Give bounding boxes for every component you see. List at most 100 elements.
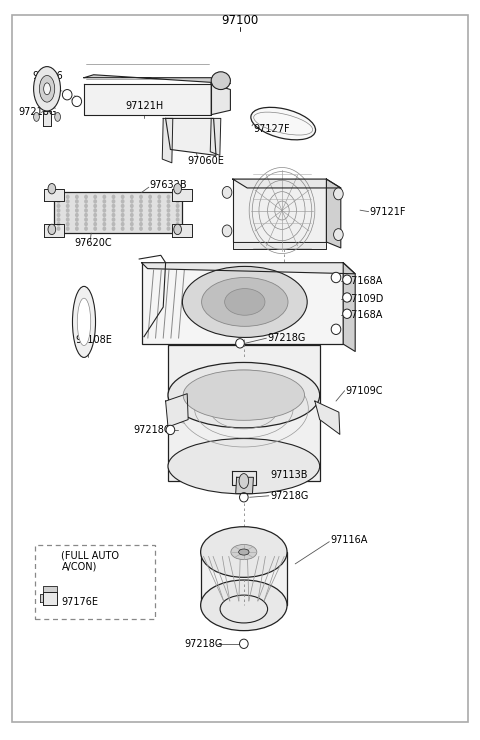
- Ellipse shape: [167, 218, 170, 222]
- Ellipse shape: [148, 208, 152, 212]
- Text: 97100: 97100: [221, 14, 259, 27]
- Ellipse shape: [201, 527, 287, 577]
- Ellipse shape: [57, 204, 60, 208]
- Polygon shape: [172, 189, 192, 201]
- Ellipse shape: [130, 195, 134, 199]
- Ellipse shape: [34, 112, 39, 121]
- Ellipse shape: [93, 218, 97, 222]
- Ellipse shape: [176, 195, 180, 199]
- Ellipse shape: [66, 199, 70, 204]
- Ellipse shape: [93, 195, 97, 199]
- Ellipse shape: [57, 218, 60, 222]
- Ellipse shape: [93, 226, 97, 231]
- Ellipse shape: [66, 222, 70, 226]
- Polygon shape: [84, 84, 211, 115]
- Polygon shape: [232, 471, 256, 485]
- Ellipse shape: [167, 208, 170, 212]
- Ellipse shape: [121, 213, 125, 218]
- Ellipse shape: [182, 266, 307, 337]
- Polygon shape: [172, 224, 192, 237]
- Ellipse shape: [148, 218, 152, 222]
- Text: 97121F: 97121F: [370, 206, 406, 217]
- Polygon shape: [40, 594, 43, 602]
- Ellipse shape: [130, 204, 134, 208]
- Polygon shape: [43, 592, 57, 605]
- Text: 97218G: 97218G: [133, 425, 172, 435]
- Ellipse shape: [84, 204, 88, 208]
- Text: 97121H: 97121H: [125, 101, 163, 111]
- Bar: [201, 552, 287, 605]
- Polygon shape: [44, 224, 64, 237]
- Ellipse shape: [139, 204, 143, 208]
- Ellipse shape: [176, 199, 180, 204]
- Ellipse shape: [75, 218, 79, 222]
- Ellipse shape: [167, 213, 170, 218]
- Ellipse shape: [130, 213, 134, 218]
- Ellipse shape: [93, 222, 97, 226]
- Ellipse shape: [121, 195, 125, 199]
- Polygon shape: [343, 263, 355, 352]
- Ellipse shape: [102, 208, 106, 212]
- Ellipse shape: [220, 595, 268, 623]
- Ellipse shape: [139, 213, 143, 218]
- Ellipse shape: [111, 204, 115, 208]
- Text: 97060E: 97060E: [187, 156, 224, 166]
- Text: 97218G: 97218G: [18, 107, 57, 118]
- Ellipse shape: [93, 199, 97, 204]
- Ellipse shape: [75, 208, 79, 212]
- Bar: [35, 545, 155, 619]
- Text: 97127F: 97127F: [253, 124, 289, 134]
- Ellipse shape: [111, 213, 115, 218]
- Ellipse shape: [176, 226, 180, 231]
- Ellipse shape: [157, 222, 161, 226]
- Ellipse shape: [176, 204, 180, 208]
- Ellipse shape: [139, 226, 143, 231]
- Ellipse shape: [84, 213, 88, 218]
- Ellipse shape: [75, 199, 79, 204]
- Ellipse shape: [331, 272, 341, 283]
- Ellipse shape: [93, 208, 97, 212]
- Ellipse shape: [111, 208, 115, 212]
- Ellipse shape: [39, 75, 55, 102]
- Polygon shape: [326, 179, 341, 248]
- Ellipse shape: [148, 213, 152, 218]
- Ellipse shape: [84, 226, 88, 231]
- Ellipse shape: [62, 90, 72, 100]
- Bar: [54, 192, 182, 233]
- Ellipse shape: [84, 195, 88, 199]
- Ellipse shape: [139, 222, 143, 226]
- Ellipse shape: [48, 224, 56, 235]
- Ellipse shape: [166, 425, 175, 434]
- Ellipse shape: [121, 208, 125, 212]
- Ellipse shape: [334, 188, 343, 200]
- Bar: [142, 263, 343, 344]
- Ellipse shape: [111, 226, 115, 231]
- Ellipse shape: [66, 218, 70, 222]
- Ellipse shape: [157, 195, 161, 199]
- Ellipse shape: [148, 226, 152, 231]
- Ellipse shape: [121, 226, 125, 231]
- Ellipse shape: [102, 226, 106, 231]
- Ellipse shape: [157, 204, 161, 208]
- Ellipse shape: [84, 199, 88, 204]
- Ellipse shape: [239, 474, 249, 488]
- Text: 97168A: 97168A: [346, 310, 383, 320]
- Text: 97218G: 97218G: [185, 639, 223, 649]
- Bar: [168, 345, 320, 481]
- Ellipse shape: [34, 67, 60, 111]
- Ellipse shape: [75, 222, 79, 226]
- Ellipse shape: [102, 195, 106, 199]
- Ellipse shape: [130, 226, 134, 231]
- Ellipse shape: [174, 184, 181, 194]
- Ellipse shape: [331, 324, 341, 334]
- Ellipse shape: [334, 229, 343, 240]
- Ellipse shape: [44, 83, 50, 95]
- Ellipse shape: [75, 226, 79, 231]
- Ellipse shape: [66, 195, 70, 199]
- Ellipse shape: [75, 213, 79, 218]
- Polygon shape: [84, 75, 230, 84]
- Polygon shape: [142, 263, 355, 274]
- Ellipse shape: [102, 199, 106, 204]
- Polygon shape: [43, 111, 51, 126]
- Ellipse shape: [167, 226, 170, 231]
